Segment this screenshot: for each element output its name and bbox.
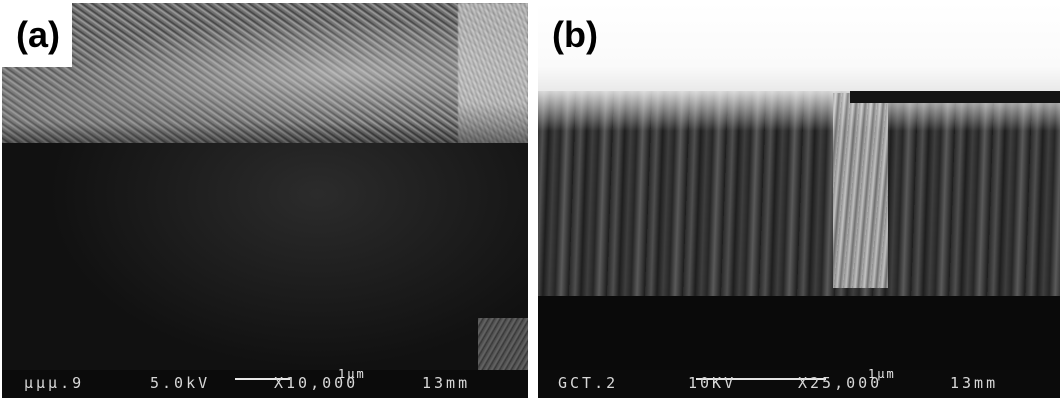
sem-databar-a: 1µm µµµ.9 5.0kV X10,000 13mm [2, 367, 528, 398]
sem-image-panel-a: (a) 1µm µµµ.9 5.0kV X10,000 13mm [2, 3, 528, 398]
film-step [850, 91, 1060, 103]
scale-bar-label: 1µm [338, 367, 366, 381]
panel-label-b: (b) [552, 14, 598, 55]
sem-image-panel-b: (b) 1µm GCT.2 10KV X25,000 13mm [538, 3, 1060, 398]
accelerating-voltage: 10KV [688, 374, 737, 392]
sample-id: GCT.2 [558, 374, 619, 392]
panel-label-a: (a) [2, 3, 72, 67]
bright-column [833, 93, 888, 288]
magnification: X10,000 [274, 374, 359, 392]
cross-section-region [2, 143, 528, 398]
sample-id: µµµ.9 [24, 374, 85, 392]
working-distance: 13mm [950, 374, 999, 392]
scale-bar-line [696, 378, 826, 380]
scale-bar-line [235, 378, 290, 380]
background-region [538, 3, 1060, 93]
columnar-film [538, 91, 1060, 296]
working-distance: 13mm [422, 374, 471, 392]
scale-bar-label: 1µm [868, 367, 896, 381]
surface-texture [2, 3, 528, 183]
sem-databar-b: 1µm GCT.2 10KV X25,000 13mm [538, 367, 1060, 398]
magnification: X25,000 [798, 374, 883, 392]
accelerating-voltage: 5.0kV [150, 374, 211, 392]
